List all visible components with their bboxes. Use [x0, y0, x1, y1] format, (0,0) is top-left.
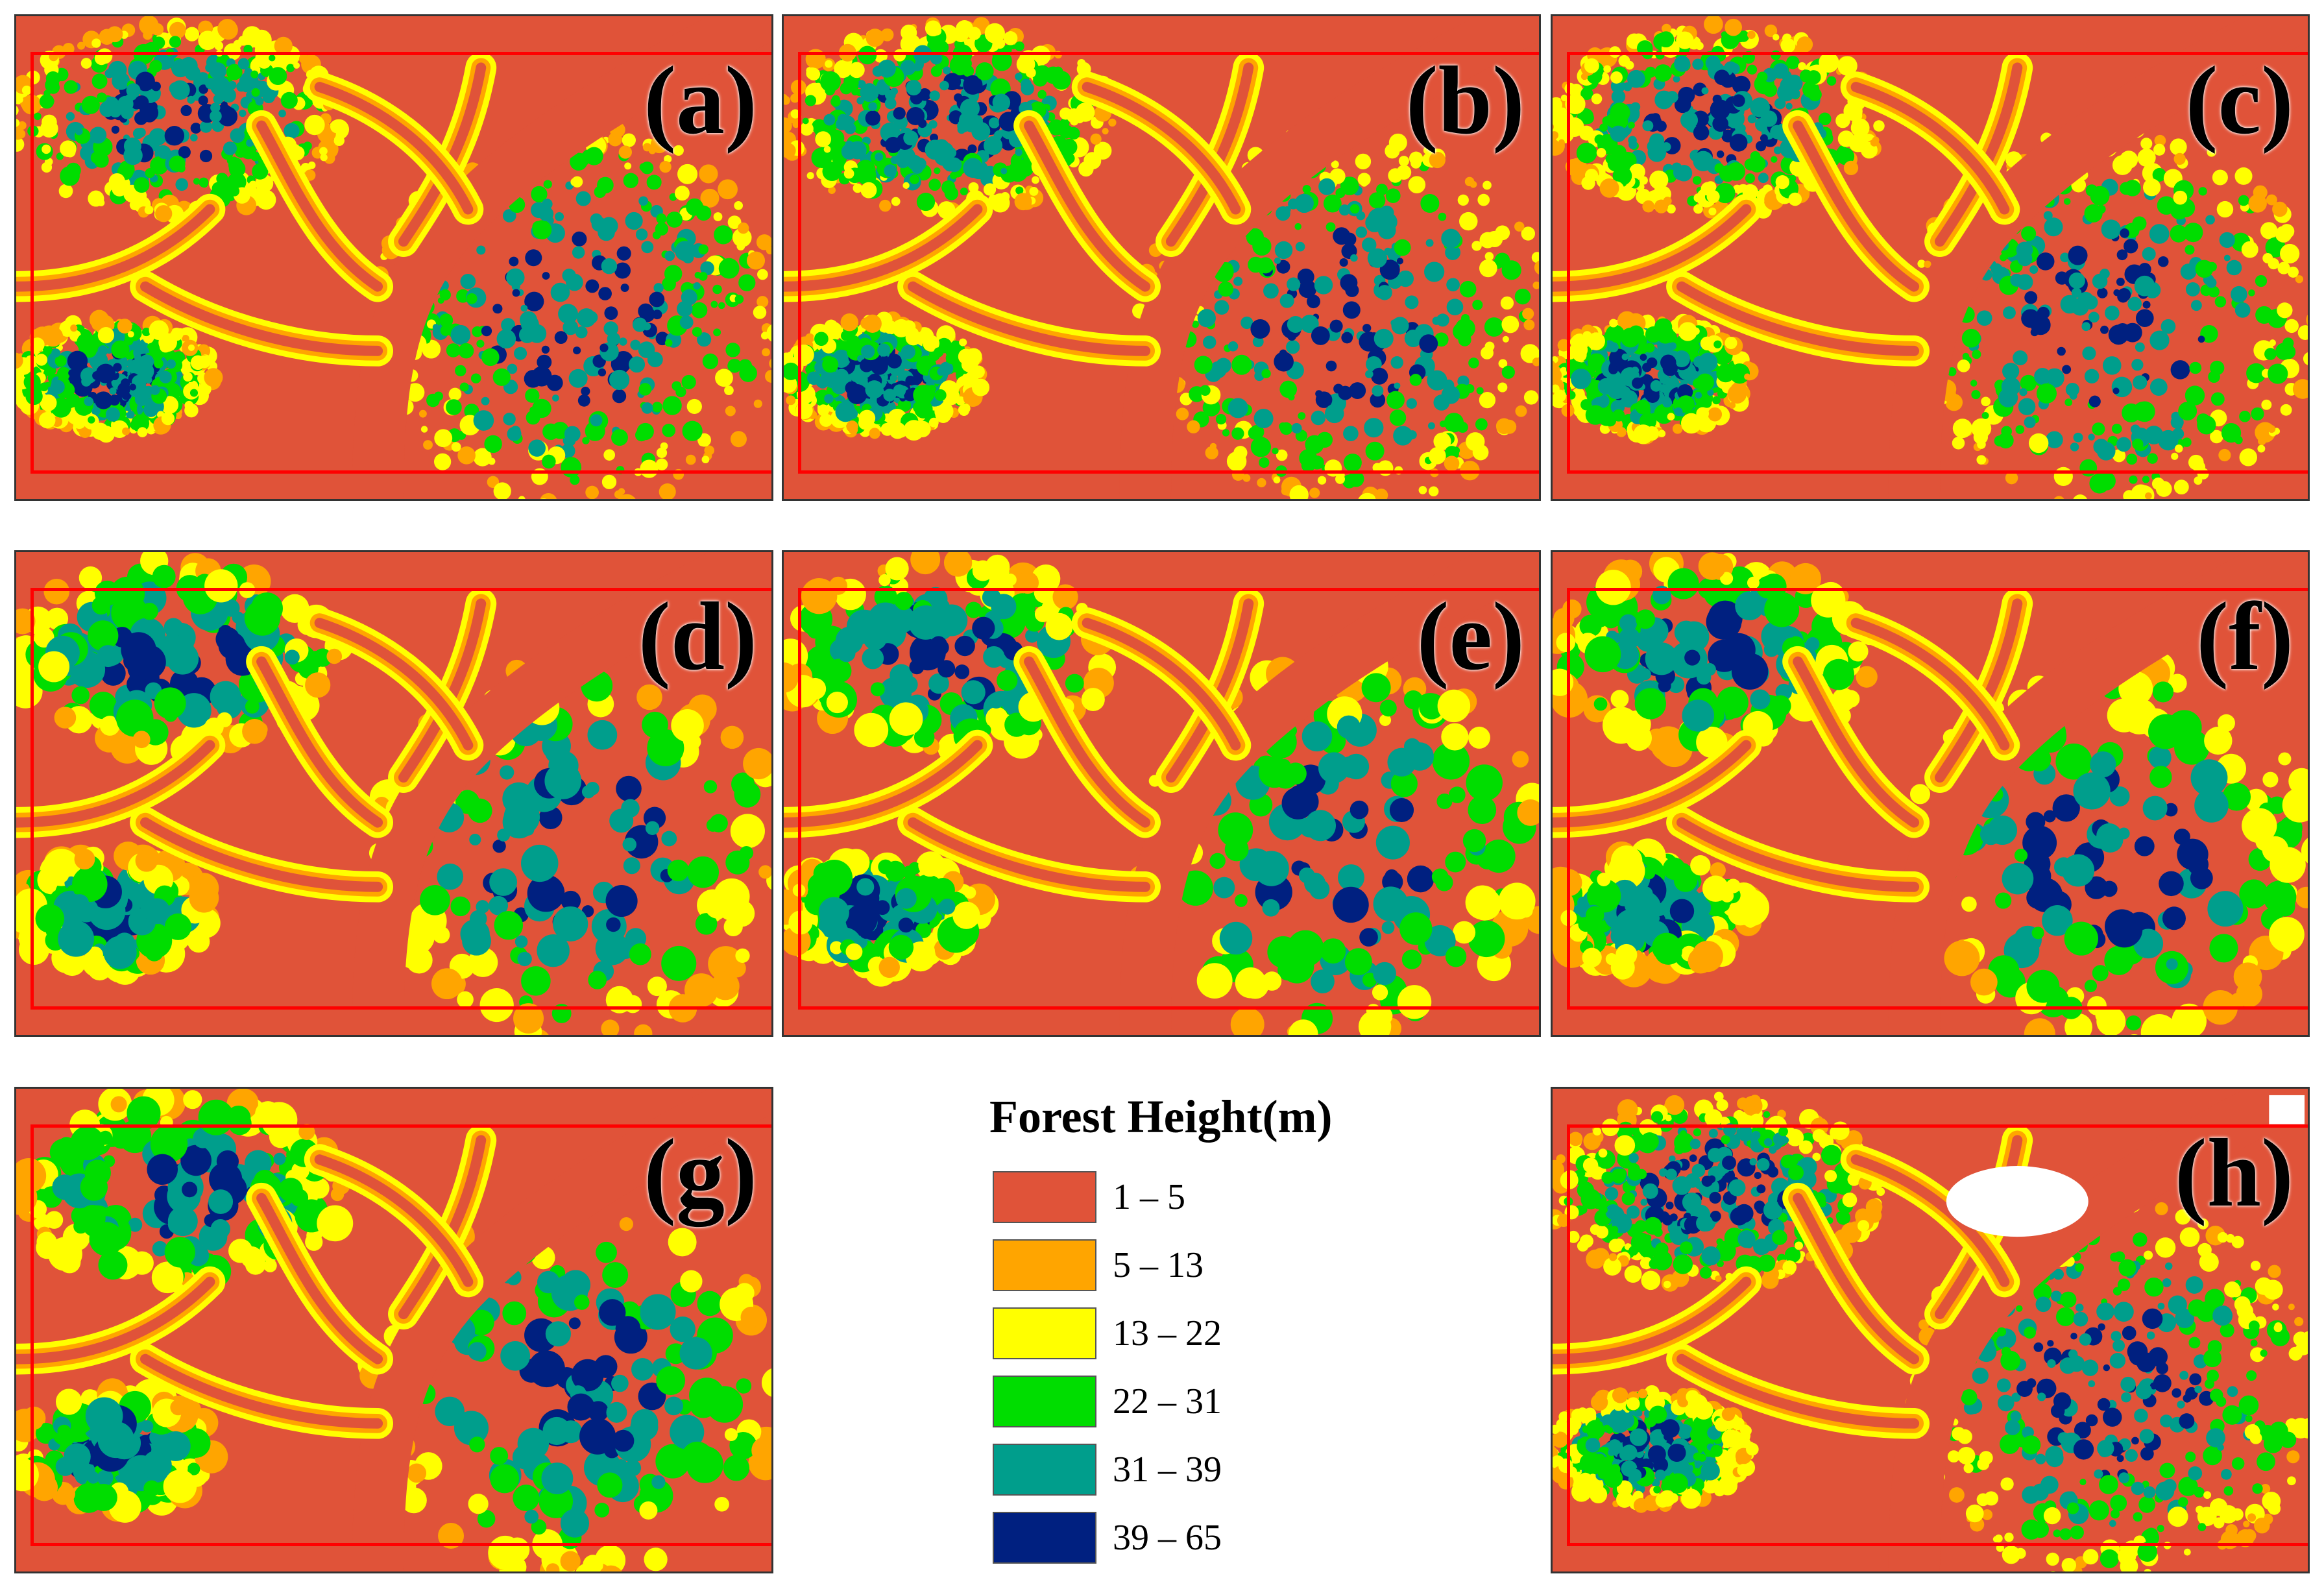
legend-item: 39 – 65 [993, 1512, 1356, 1564]
legend-item: 5 – 13 [993, 1239, 1356, 1291]
legend-item: 13 – 22 [993, 1307, 1356, 1359]
panel-label-b: (b) [1405, 47, 1525, 154]
legend-label: 39 – 65 [1113, 1518, 1222, 1558]
map-panel-e: (e) [782, 550, 1541, 1037]
panel-label-g: (g) [644, 1119, 757, 1227]
map-panel-g: (g) [14, 1087, 773, 1573]
legend-item: 22 – 31 [993, 1376, 1356, 1427]
forest-height-map-d [16, 552, 771, 1035]
legend-swatch [993, 1171, 1096, 1223]
legend-label: 1 – 5 [1113, 1177, 1185, 1217]
forest-height-legend: Forest Height(m) 1 – 5 5 – 13 13 – 22 22… [989, 1093, 1379, 1573]
forest-height-map-f [1553, 552, 2308, 1035]
legend-swatch [993, 1239, 1096, 1291]
panel-label-a: (a) [644, 47, 757, 154]
legend-label: 13 – 22 [1113, 1313, 1222, 1353]
forest-height-map-b [784, 16, 1539, 499]
panel-label-h: (h) [2174, 1119, 2294, 1227]
map-panel-a: (a) [14, 14, 773, 501]
legend-title: Forest Height(m) [989, 1091, 1333, 1143]
forest-height-map-h [1553, 1089, 2308, 1571]
forest-height-map-a [16, 16, 771, 499]
legend-swatch [993, 1512, 1096, 1564]
legend-swatch [993, 1376, 1096, 1427]
map-panel-c: (c) [1551, 14, 2310, 501]
legend-swatch [993, 1444, 1096, 1496]
forest-height-map-c [1553, 16, 2308, 499]
panel-label-e: (e) [1416, 583, 1525, 690]
panel-label-d: (d) [638, 583, 757, 690]
legend-item: 1 – 5 [993, 1171, 1356, 1223]
map-panel-d: (d) [14, 550, 773, 1037]
map-panel-h: (h) [1551, 1087, 2310, 1573]
panel-label-c: (c) [2185, 47, 2294, 154]
map-panel-b: (b) [782, 14, 1541, 501]
forest-height-map-e [784, 552, 1539, 1035]
legend-label: 5 – 13 [1113, 1245, 1204, 1285]
legend-item: 31 – 39 [993, 1444, 1356, 1496]
legend-label: 22 – 31 [1113, 1381, 1222, 1422]
map-panel-f: (f) [1551, 550, 2310, 1037]
panel-label-f: (f) [2196, 583, 2294, 690]
legend-label: 31 – 39 [1113, 1450, 1222, 1490]
legend-swatch [993, 1307, 1096, 1359]
